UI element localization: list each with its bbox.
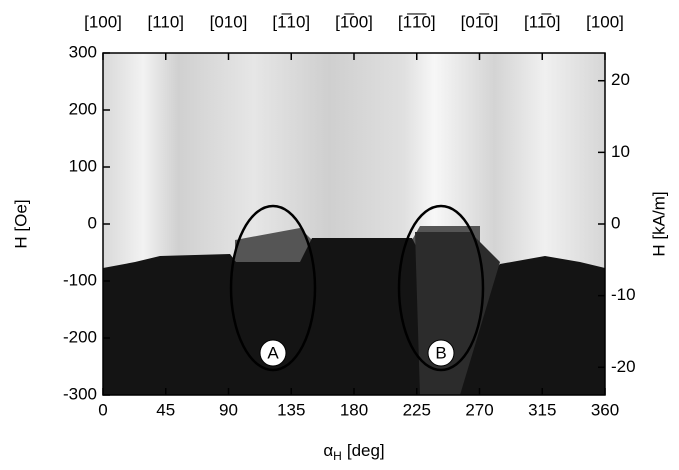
y2-axis-label: H [kA/m] [649, 191, 668, 256]
top-tick-label: [100] [586, 12, 624, 31]
y-tick-label: 300 [69, 42, 97, 61]
top-tick-label: [110] [147, 12, 184, 31]
x-axis-label: αH [deg] [323, 441, 384, 463]
region-a-ellipse [229, 204, 317, 372]
y2-tick-label: 10 [611, 142, 630, 161]
top-tick-label: [010] [210, 12, 248, 31]
top-tick-label: [1̅1̅0] [398, 12, 436, 31]
x-label-subscript: H [333, 449, 342, 463]
x-tick-label: 180 [340, 400, 368, 419]
top-tick-label: [1̅00] [335, 12, 373, 31]
x-tick-label: 225 [403, 400, 431, 419]
y-tick-label: -200 [63, 327, 97, 346]
y2-tick-label: 20 [611, 70, 630, 89]
x-label-unit: [deg] [347, 441, 385, 460]
top-tick-label: [11̅0] [524, 12, 561, 31]
x-tick-label: 360 [591, 400, 619, 419]
x-tick-label: 0 [98, 400, 107, 419]
top-tick-label: [100] [84, 12, 122, 31]
y2-tick-label: -20 [611, 357, 636, 376]
x-label-symbol: α [323, 441, 333, 460]
map-image [103, 53, 605, 395]
top-tick-label: [1̅10] [272, 12, 310, 31]
annotation: A [267, 343, 279, 362]
label-circle [427, 339, 455, 367]
y-tick-label: -300 [63, 384, 97, 403]
top-tick-label: [01̅0] [461, 12, 499, 31]
y2-tick-label: -10 [611, 285, 636, 304]
region-b-ellipse [397, 204, 485, 372]
x-tick-label: 135 [277, 400, 305, 419]
x-tick-label: 315 [528, 400, 556, 419]
y-tick-label: 0 [88, 213, 97, 232]
y-axis-label: H [Oe] [11, 199, 30, 248]
y2-tick-label: 0 [611, 213, 620, 232]
label-circle [259, 339, 287, 367]
x-tick-label: 45 [156, 400, 175, 419]
annotation: B [435, 343, 446, 362]
x-tick-label: 270 [465, 400, 493, 419]
x-tick-label: 90 [219, 400, 238, 419]
y-tick-label: 200 [69, 99, 97, 118]
y-tick-label: -100 [63, 270, 97, 289]
y-tick-label: 100 [69, 156, 97, 175]
